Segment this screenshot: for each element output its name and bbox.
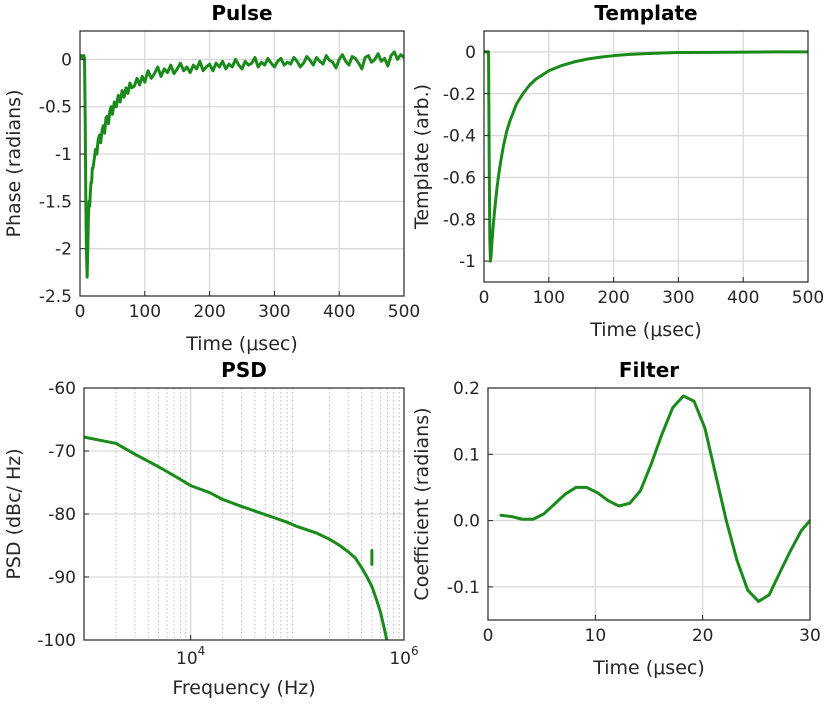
psd-grid [84, 388, 404, 640]
psd-x-axis-label: Frequency (Hz) [172, 677, 315, 699]
template-axes-frame [483, 30, 809, 283]
template-y-axis-label: Template (arb.) [411, 84, 433, 230]
template-grid [484, 31, 808, 282]
template-x-tick-label: 300 [662, 288, 694, 308]
filter-y-tick-label: 0.0 [453, 512, 480, 532]
pulse-axes-frame [79, 30, 405, 297]
pulse-x-tick-label: 100 [129, 302, 161, 322]
filter-x-tick-label: 30 [799, 626, 821, 646]
filter-title: Filter [619, 358, 679, 382]
template-y-tick-label: -0.2 [443, 85, 476, 105]
psd-y-tick-label: -100 [37, 631, 76, 651]
filter-axes-frame [487, 387, 811, 621]
template-x-axis-label: Time (μsec) [589, 319, 702, 341]
pulse-x-tick-label: 0 [75, 302, 86, 322]
template-y-tick-label: -0.8 [443, 210, 476, 230]
template-x-tick-label: 500 [792, 288, 824, 308]
pulse-y-tick-label: -2 [55, 240, 72, 260]
pulse-panel: 0 100 200 300 400 500 -2.5 -2 -1.5 -1 -0.5 0 Pulse Ti… [3, 1, 420, 355]
pulse-x-tick-label: 200 [193, 302, 225, 322]
pulse-grid [80, 31, 404, 296]
filter-x-tick-label: 0 [483, 626, 494, 646]
pulse-series-line-0 [80, 50, 404, 279]
pulse-x-tick-label: 400 [323, 302, 355, 322]
filter-y-axis-label: Coefficient (radians) [411, 407, 433, 600]
pulse-y-tick-label: -1 [55, 145, 72, 165]
filter-y-tick-label: 0.2 [453, 379, 480, 399]
filter-x-tick-label: 20 [692, 626, 714, 646]
pulse-y-tick-label: -0.5 [39, 98, 72, 118]
template-y-tick-label: -0.4 [443, 127, 476, 147]
psd-y-tick-label: -80 [48, 505, 76, 525]
psd-x-tick-label: 104 [176, 644, 205, 669]
pulse-y-tick-label: -1.5 [39, 192, 72, 212]
template-x-tick-label: 400 [727, 288, 759, 308]
filter-x-axis-label: Time (μsec) [592, 657, 705, 679]
pulse-y-axis-label: Phase (radians) [3, 90, 25, 238]
psd-title: PSD [221, 358, 267, 382]
pulse-x-tick-label: 500 [388, 302, 420, 322]
template-series-line-0 [484, 50, 808, 263]
pulse-y-tick-label: 0 [61, 50, 72, 70]
pulse-x-axis-label: Time (μsec) [185, 333, 298, 355]
template-x-tick-label: 100 [533, 288, 565, 308]
psd-y-tick-label: -70 [48, 442, 76, 462]
template-x-tick-label: 0 [479, 288, 490, 308]
psd-series-line-0 [84, 435, 389, 640]
psd-y-tick-label: -60 [48, 379, 76, 399]
filter-grid [488, 388, 810, 620]
template-y-tick-label: -0.6 [443, 168, 476, 188]
psd-y-tick-label: -90 [48, 568, 76, 588]
filter-series-line-0 [499, 394, 810, 603]
template-y-tick-label: -1 [459, 252, 476, 272]
pulse-x-tick-label: 300 [258, 302, 290, 322]
template-x-tick-label: 200 [597, 288, 629, 308]
filter-y-tick-label: 0.1 [453, 445, 480, 465]
filter-x-tick-label: 10 [585, 626, 607, 646]
template-panel: 0 100 200 300 400 500 -1 -0.8 -0.6 -0.4 -0.2 0 Templ… [411, 1, 824, 341]
pulse-title: Pulse [211, 1, 272, 25]
psd-panel: 104 106 -100 -90 -80 -70 -60 PSD Frequency (Hz) P… [3, 358, 419, 699]
filter-y-tick-label: -0.1 [447, 578, 480, 598]
pulse-y-tick-label: -2.5 [39, 287, 72, 307]
template-title: Template [594, 1, 697, 25]
filter-panel: 0 10 20 30 -0.1 0.0 0.1 0.2 Filter Time (μsec) Coe… [411, 358, 821, 679]
template-y-tick-label: 0 [465, 43, 476, 63]
psd-y-axis-label: PSD (dBc/ Hz) [3, 448, 25, 579]
psd-x-tick-label: 106 [389, 644, 418, 669]
